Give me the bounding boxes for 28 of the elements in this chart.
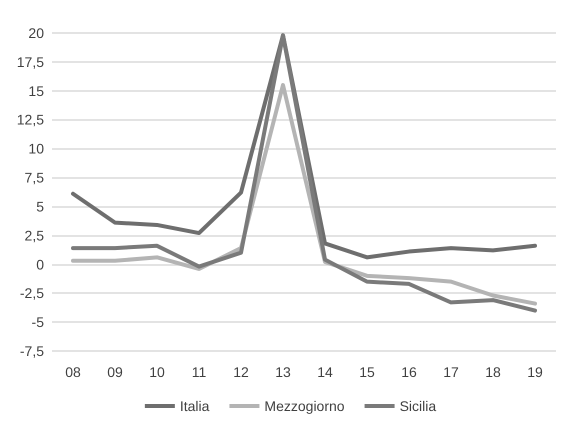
x-tick-label: 08 (65, 364, 81, 380)
y-tick-label: 2,5 (24, 227, 44, 244)
x-tick-label: 16 (401, 364, 417, 380)
x-tick-label: 14 (317, 364, 333, 380)
legend-label: Mezzogiorno (264, 398, 345, 414)
x-tick-label: 19 (527, 364, 543, 380)
x-tick-label: 09 (107, 364, 123, 380)
x-tick-label: 15 (359, 364, 375, 380)
legend-label: Sicilia (400, 398, 436, 414)
x-tick-label: 17 (443, 364, 459, 380)
y-tick-label: -5 (32, 314, 44, 330)
x-tick-label: 10 (149, 364, 165, 380)
legend-label: Italia (180, 398, 210, 414)
line-series (71, 33, 537, 313)
y-tick-label: 12,5 (16, 112, 44, 128)
x-tick-label: 13 (275, 364, 291, 380)
y-tick-label: 20 (28, 25, 44, 41)
y-tick-label: 10 (28, 140, 44, 157)
x-tick-label: 18 (485, 364, 501, 380)
y-tick-label: -2,5 (20, 285, 44, 302)
y-tick-label: 0 (36, 256, 44, 272)
y-tick-label: 15 (28, 82, 44, 99)
x-tick-label: 11 (192, 364, 206, 380)
y-tick-label: 5 (36, 198, 44, 214)
y-tick-label: -7,5 (20, 343, 44, 359)
y-tick-label: 17,5 (16, 54, 44, 70)
x-tick-label: 12 (233, 364, 249, 380)
y-tick-label: 7,5 (24, 170, 44, 186)
